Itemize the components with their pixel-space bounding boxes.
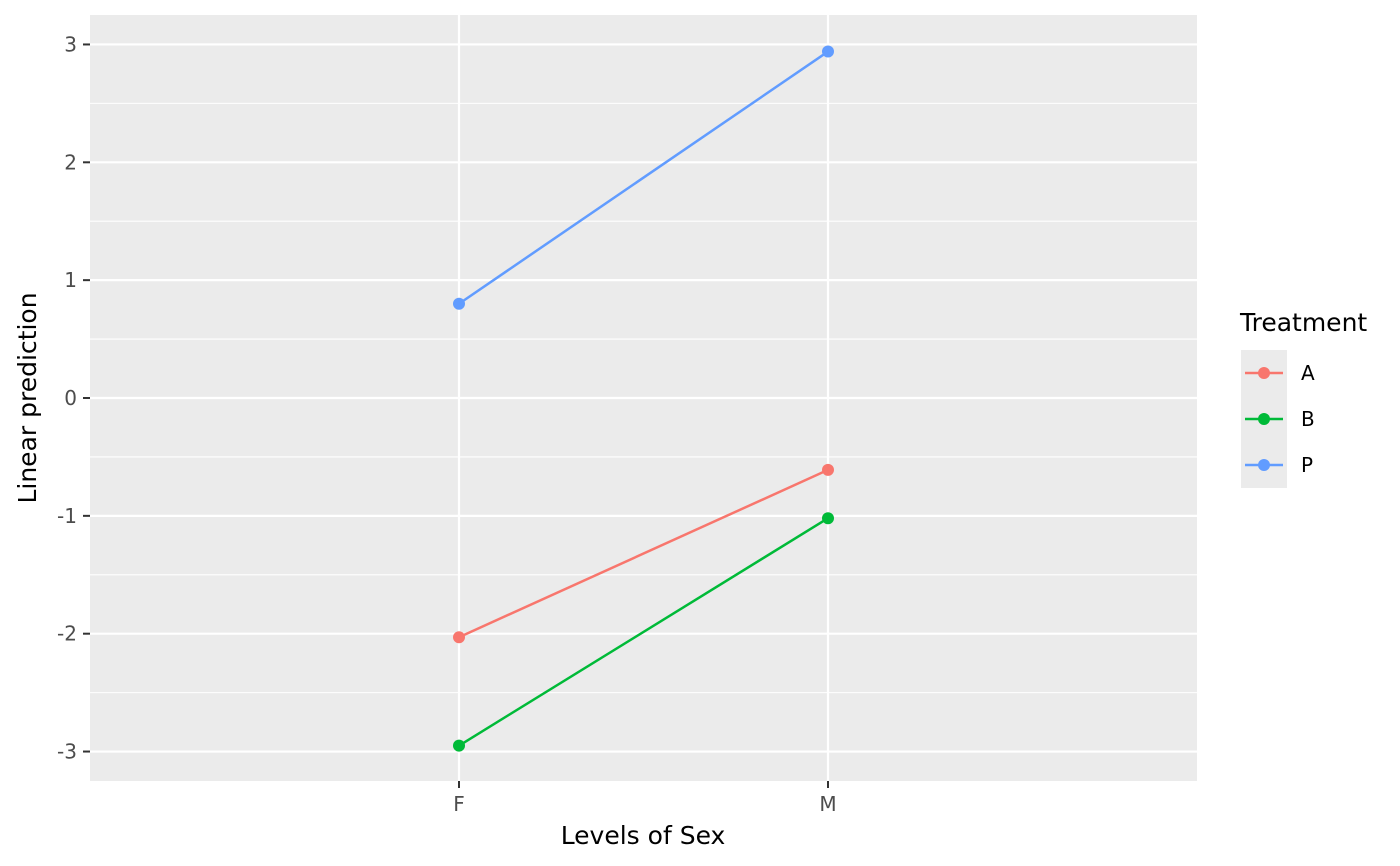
legend-key-point-A xyxy=(1258,367,1270,379)
data-point-P xyxy=(822,45,834,58)
y-tick-label: -2 xyxy=(57,622,77,646)
y-tick-label: 2 xyxy=(64,150,77,174)
y-tick-label: -1 xyxy=(57,504,77,528)
data-point-A xyxy=(453,631,465,644)
legend-items: ABP xyxy=(1245,361,1315,477)
y-tick-label: 0 xyxy=(64,386,77,410)
grid-major xyxy=(90,15,1197,781)
y-tick-label: 3 xyxy=(64,32,77,56)
legend-label-P: P xyxy=(1301,453,1313,477)
series-layer xyxy=(453,45,834,752)
legend-key-point-B xyxy=(1258,413,1270,425)
series-line-P xyxy=(458,50,829,305)
series-line-A xyxy=(458,468,829,639)
legend-label-B: B xyxy=(1301,407,1315,431)
x-tick-label: M xyxy=(819,792,836,816)
legend: Treatment ABP xyxy=(1239,308,1367,488)
x-tick-label: F xyxy=(453,792,465,816)
data-point-B xyxy=(453,739,465,752)
y-tick-label: 1 xyxy=(64,268,77,292)
data-point-A xyxy=(822,463,834,476)
legend-title: Treatment xyxy=(1239,308,1367,337)
data-point-P xyxy=(453,297,465,310)
series-line-B xyxy=(458,517,829,747)
data-point-B xyxy=(822,512,834,525)
y-axis: 3 2 1 0 -1 -2 -3 xyxy=(57,32,90,764)
legend-key-point-P xyxy=(1258,459,1270,471)
legend-label-A: A xyxy=(1301,361,1315,385)
y-axis-title: Linear prediction xyxy=(13,292,42,503)
x-axis-title: Levels of Sex xyxy=(561,821,726,850)
grid-minor xyxy=(90,102,1197,694)
y-tick-label: -3 xyxy=(57,740,77,764)
